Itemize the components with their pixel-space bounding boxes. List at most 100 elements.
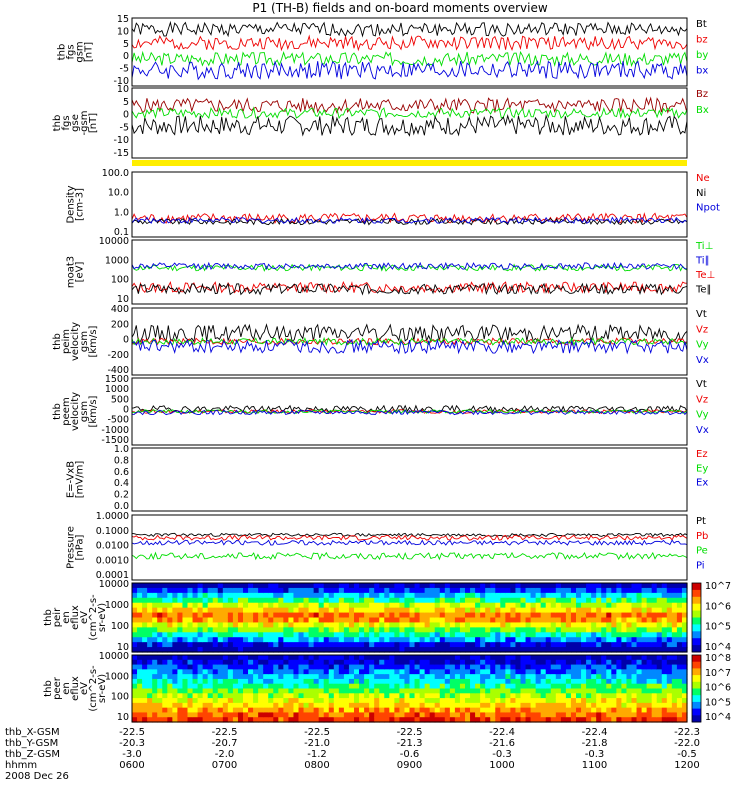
heatmap-cell bbox=[626, 617, 633, 624]
heatmap-cell bbox=[187, 707, 194, 714]
heatmap-cell bbox=[646, 612, 653, 619]
heatmap-cell bbox=[510, 693, 517, 699]
heatmap-cell bbox=[525, 707, 532, 714]
heatmap-cell bbox=[379, 583, 385, 589]
heatmap-cell bbox=[147, 655, 153, 661]
heatmap-cell bbox=[293, 602, 300, 609]
heatmap-cell bbox=[399, 607, 406, 614]
heatmap-cell bbox=[651, 612, 658, 619]
heatmap-cell bbox=[399, 627, 406, 633]
heatmap-cell bbox=[495, 597, 501, 604]
heatmap-cell bbox=[429, 587, 436, 594]
heatmap-cell bbox=[525, 622, 532, 628]
heatmap-cell bbox=[273, 583, 279, 589]
heatmap-cell bbox=[515, 647, 522, 653]
heatmap-cell bbox=[490, 655, 496, 661]
heatmap-cell bbox=[475, 612, 481, 619]
heatmap-cell bbox=[162, 674, 168, 680]
heatmap-cell bbox=[520, 617, 527, 624]
heatmap-cell bbox=[459, 664, 466, 670]
heatmap-cell bbox=[399, 717, 406, 723]
heatmap-cell bbox=[278, 607, 284, 614]
heatmap-cell bbox=[293, 642, 300, 648]
heatmap-cell bbox=[470, 612, 476, 619]
trace-Vx bbox=[131, 338, 688, 355]
heatmap-cell bbox=[419, 655, 426, 661]
heatmap-cell bbox=[318, 587, 325, 594]
heatmap-cell bbox=[449, 632, 456, 638]
heatmap-cell bbox=[646, 707, 653, 714]
heatmap-cell bbox=[243, 707, 249, 714]
heatmap-cell bbox=[343, 587, 350, 594]
heatmap-cell bbox=[591, 607, 597, 614]
heatmap-cell bbox=[237, 602, 244, 609]
heatmap-cell bbox=[308, 693, 315, 699]
heatmap-cell bbox=[157, 707, 163, 714]
heatmap-cell bbox=[333, 622, 340, 628]
heatmap-cell bbox=[616, 617, 623, 624]
heatmap-cell bbox=[570, 592, 577, 599]
colorbar-segment bbox=[692, 701, 701, 710]
heatmap-cell bbox=[424, 617, 431, 624]
heatmap-cell bbox=[318, 678, 325, 685]
footer-value-z: -3.0 bbox=[122, 749, 142, 760]
heatmap-cell bbox=[389, 693, 395, 699]
heatmap-cell bbox=[379, 592, 385, 599]
legend-Vy: Vy bbox=[696, 410, 709, 421]
heatmap-cell bbox=[545, 637, 552, 643]
heatmap-cell bbox=[439, 688, 446, 694]
heatmap-cell bbox=[132, 669, 138, 675]
heatmap-cell bbox=[581, 647, 587, 653]
heatmap-cell bbox=[379, 702, 385, 709]
heatmap-cell bbox=[192, 655, 199, 661]
heatmap-cell bbox=[384, 587, 390, 594]
heatmap-cell bbox=[328, 707, 335, 714]
heatmap-cell bbox=[530, 612, 537, 619]
heatmap-cell bbox=[399, 655, 406, 661]
heatmap-cell bbox=[454, 647, 461, 653]
heatmap-cell bbox=[394, 583, 401, 589]
heatmap-cell bbox=[177, 678, 184, 685]
legend-Vy: Vy bbox=[696, 340, 709, 351]
heatmap-cell bbox=[132, 612, 138, 619]
heatmap-cell bbox=[666, 674, 673, 680]
heatmap-cell bbox=[137, 583, 143, 589]
heatmap-cell bbox=[636, 627, 643, 633]
heatmap-cell bbox=[394, 655, 401, 661]
heatmap-cell bbox=[626, 583, 633, 589]
heatmap-cell bbox=[232, 712, 239, 718]
heatmap-cell bbox=[646, 678, 653, 685]
heatmap-cell bbox=[152, 698, 158, 704]
heatmap-cell bbox=[187, 612, 194, 619]
heatmap-cell bbox=[192, 647, 199, 653]
plot-title: P1 (TH-B) fields and on-board moments ov… bbox=[252, 1, 548, 15]
heatmap-cell bbox=[570, 642, 577, 648]
heatmap-cell bbox=[520, 707, 527, 714]
heatmap-cell bbox=[172, 587, 179, 594]
heatmap-cell bbox=[611, 612, 617, 619]
heatmap-cell bbox=[641, 678, 648, 685]
heatmap-cell bbox=[636, 693, 643, 699]
heatmap-cell bbox=[197, 707, 204, 714]
heatmap-cell bbox=[626, 659, 633, 666]
heatmap-cell bbox=[596, 669, 602, 675]
heatmap-cell bbox=[576, 674, 582, 680]
heatmap-cell bbox=[333, 647, 340, 653]
heatmap-cell bbox=[147, 702, 153, 709]
heatmap-cell bbox=[671, 683, 678, 690]
heatmap-cell bbox=[676, 597, 683, 604]
heatmap-cell bbox=[212, 587, 219, 594]
heatmap-cell bbox=[636, 664, 643, 670]
heatmap-cell bbox=[147, 617, 153, 624]
heatmap-cell bbox=[681, 659, 688, 666]
heatmap-cell bbox=[626, 597, 633, 604]
heatmap-cell bbox=[313, 655, 320, 661]
y-axis-label: moat3 bbox=[66, 256, 77, 288]
heatmap-cell bbox=[313, 669, 320, 675]
heatmap-cell bbox=[253, 622, 259, 628]
heatmap-cell bbox=[172, 617, 179, 624]
heatmap-cell bbox=[611, 607, 617, 614]
y-tick-label: 0.0001 bbox=[96, 570, 129, 581]
heatmap-cell bbox=[565, 707, 572, 714]
heatmap-cell bbox=[641, 664, 648, 670]
